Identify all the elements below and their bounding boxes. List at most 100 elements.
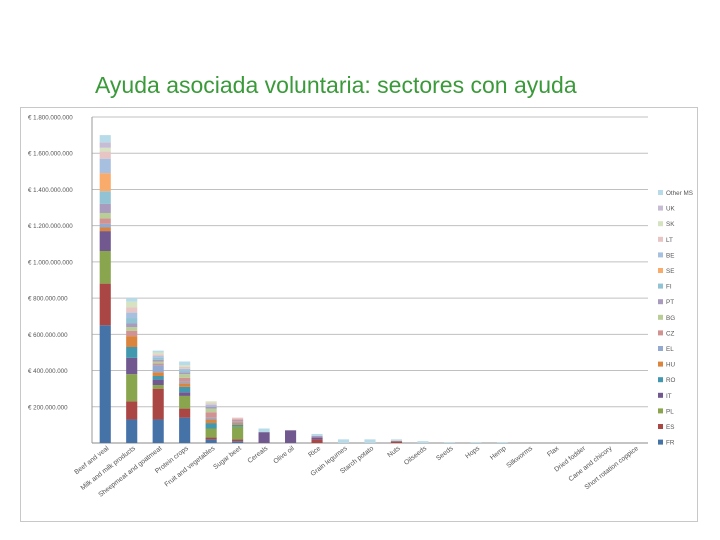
bar-segment [179, 361, 191, 366]
bar-segment [99, 158, 111, 174]
bar-segment [152, 350, 164, 353]
legend-swatch [658, 221, 663, 227]
x-tick-label: Short rotation coppice [584, 445, 641, 491]
legend-swatch [658, 299, 663, 305]
x-tick-label: Rice [307, 445, 322, 459]
legend-label: UK [666, 206, 676, 213]
y-tick-label: € 1.000.000.000 [28, 259, 73, 266]
legend-swatch [658, 361, 663, 367]
bar-segment [152, 356, 164, 358]
bar-segment [179, 386, 191, 393]
bar-segment [232, 426, 244, 440]
bar-segment [99, 231, 111, 252]
x-tick-label: Sugar beet [212, 445, 243, 471]
bar-segment [179, 395, 191, 409]
bar-segment [152, 379, 164, 386]
bar-segment [179, 365, 191, 367]
x-tick-label: Hemp [489, 445, 508, 462]
bar-segment [179, 366, 191, 369]
bar-segment [126, 330, 138, 337]
bar-segment [126, 374, 138, 402]
bar-segment [99, 191, 111, 204]
bar-segment [496, 442, 508, 443]
bar-segment [205, 417, 217, 420]
bar-segment [126, 307, 138, 313]
bar-segment [205, 437, 217, 440]
bar-segment [99, 142, 111, 148]
legend-label: CZ [666, 330, 675, 337]
bar-segment [179, 374, 191, 378]
bar-segment [205, 408, 217, 413]
bar-segment [232, 439, 244, 442]
bar-segment [99, 325, 111, 443]
bar-segment [179, 408, 191, 418]
legend-label: EL [666, 346, 674, 353]
bar-segment [99, 223, 111, 228]
legend-label: FI [666, 284, 672, 291]
bar-segment [152, 363, 164, 366]
x-tick-label: Fruit and vegetables [164, 445, 217, 489]
bar-segment [99, 283, 111, 326]
bar-segment [126, 323, 138, 328]
bar-segment [232, 419, 244, 422]
legend-swatch [658, 283, 663, 289]
bar-segment [232, 421, 244, 424]
bar-segment [179, 381, 191, 384]
bar-segment [205, 401, 217, 404]
bar-segment [364, 439, 376, 443]
bar-segment [126, 301, 138, 308]
legend-label: PT [666, 299, 674, 306]
bar-segment [126, 336, 138, 348]
bar-segment [232, 417, 244, 420]
legend-swatch [658, 236, 663, 242]
bar-segment [232, 441, 244, 443]
bar-segment [311, 437, 323, 440]
y-tick-label: € 800.000.000 [28, 296, 68, 303]
bar-segment [99, 212, 111, 219]
bar-segment [152, 375, 164, 380]
bar-segment [390, 441, 403, 443]
bar-segment [205, 406, 217, 409]
legend-swatch [658, 205, 663, 211]
y-tick-label: € 1.600.000.000 [28, 151, 73, 158]
legend-swatch [658, 190, 663, 195]
bar-segment [126, 419, 138, 443]
bar-segment [179, 368, 191, 371]
legend-label: SK [666, 221, 675, 228]
bar-segment [126, 318, 138, 324]
bar-segment [99, 203, 111, 213]
x-tick-label: Oilseeds [403, 445, 429, 467]
legend-swatch [658, 408, 663, 414]
bar-segment [205, 404, 217, 407]
y-tick-label: € 400.000.000 [28, 368, 68, 375]
bar-segment [311, 439, 323, 443]
legend-swatch [658, 314, 663, 320]
legend-swatch [658, 439, 663, 445]
bar-segment [390, 439, 403, 442]
bar-segment [99, 218, 111, 224]
legend-swatch [658, 330, 663, 336]
bar-segment [152, 357, 164, 360]
bar-segment [179, 377, 191, 382]
bar-segment [179, 370, 191, 373]
x-tick-label: Seeds [435, 445, 455, 463]
bar-segment [99, 147, 111, 152]
bar-segment [152, 354, 164, 357]
bar-segment [152, 352, 164, 355]
bar-segment [152, 419, 164, 443]
legend-label: PL [666, 408, 674, 415]
bar-segment [152, 388, 164, 420]
bar-segment [205, 428, 217, 438]
bar-segment [99, 135, 111, 143]
legend-label: HU [666, 362, 676, 369]
bar-segment [232, 424, 244, 427]
bar-segment [179, 392, 191, 396]
bar-segment [205, 412, 217, 418]
legend-swatch [658, 346, 663, 351]
bar-segment [152, 361, 164, 364]
bar-segment [417, 441, 429, 443]
bar-segment [126, 327, 138, 331]
x-tick-label: Olive oil [272, 445, 296, 466]
x-tick-label: Hops [464, 445, 481, 461]
legend-label: BE [666, 252, 674, 259]
